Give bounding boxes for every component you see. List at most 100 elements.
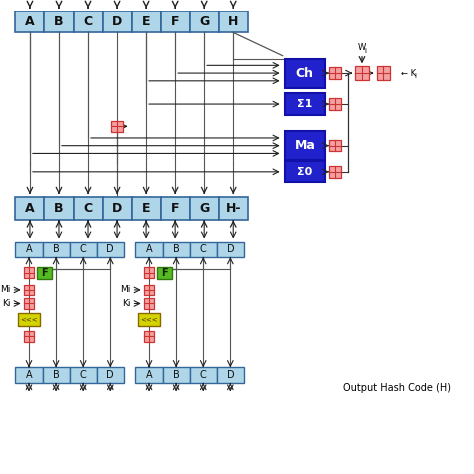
- Bar: [284, 131, 325, 160]
- Text: Σ0: Σ0: [297, 167, 312, 177]
- Bar: [157, 267, 172, 279]
- Text: B: B: [53, 244, 59, 254]
- Text: Ki: Ki: [2, 299, 10, 308]
- Text: D: D: [227, 370, 234, 380]
- Bar: [16, 367, 43, 383]
- Text: C: C: [83, 202, 92, 215]
- Text: B: B: [54, 202, 64, 215]
- Bar: [73, 11, 102, 32]
- Text: Output Hash Code (H): Output Hash Code (H): [343, 383, 451, 392]
- Bar: [102, 197, 132, 220]
- Bar: [36, 267, 52, 279]
- Bar: [163, 242, 190, 257]
- Bar: [161, 197, 190, 220]
- Bar: [73, 197, 102, 220]
- Bar: [97, 367, 124, 383]
- Bar: [329, 98, 341, 110]
- Bar: [45, 11, 73, 32]
- Bar: [190, 197, 219, 220]
- Text: C: C: [200, 244, 207, 254]
- Text: i: i: [365, 48, 367, 54]
- Text: B: B: [173, 370, 180, 380]
- Text: B: B: [54, 15, 64, 28]
- Bar: [144, 331, 155, 342]
- Bar: [18, 313, 40, 326]
- Bar: [97, 242, 124, 257]
- Bar: [284, 93, 325, 115]
- Bar: [217, 367, 244, 383]
- Bar: [132, 11, 161, 32]
- Bar: [329, 67, 341, 79]
- Bar: [190, 242, 217, 257]
- Bar: [138, 313, 160, 326]
- Text: D: D: [112, 202, 122, 215]
- Text: A: A: [146, 244, 152, 254]
- Text: D: D: [107, 244, 114, 254]
- Bar: [70, 367, 97, 383]
- Bar: [111, 120, 123, 132]
- Text: B: B: [173, 244, 180, 254]
- Bar: [45, 197, 73, 220]
- Text: F: F: [171, 202, 179, 215]
- Text: D: D: [112, 15, 122, 28]
- Bar: [24, 267, 34, 278]
- Text: i: i: [414, 73, 416, 79]
- Text: F: F: [171, 15, 179, 28]
- Bar: [24, 331, 34, 342]
- Bar: [329, 140, 341, 152]
- Text: Ma: Ma: [294, 139, 315, 152]
- Text: Σ1: Σ1: [297, 99, 312, 109]
- Bar: [16, 11, 45, 32]
- Text: <<<: <<<: [20, 316, 38, 322]
- Bar: [284, 161, 325, 182]
- Bar: [24, 284, 34, 295]
- Text: E: E: [142, 202, 150, 215]
- Bar: [43, 367, 70, 383]
- Bar: [144, 284, 155, 295]
- Text: <<<: <<<: [140, 316, 158, 322]
- Text: D: D: [107, 370, 114, 380]
- Bar: [284, 59, 325, 88]
- Bar: [376, 66, 390, 80]
- Bar: [329, 166, 341, 178]
- Text: D: D: [227, 244, 234, 254]
- Bar: [70, 242, 97, 257]
- Text: C: C: [80, 244, 87, 254]
- Bar: [24, 298, 34, 309]
- Text: Mi: Mi: [0, 285, 10, 294]
- Text: Mi: Mi: [120, 285, 131, 294]
- Text: A: A: [146, 370, 152, 380]
- Bar: [102, 11, 132, 32]
- Text: G: G: [199, 202, 210, 215]
- Bar: [144, 267, 155, 278]
- Text: A: A: [25, 202, 35, 215]
- Bar: [132, 197, 161, 220]
- Text: A: A: [25, 15, 35, 28]
- Bar: [217, 242, 244, 257]
- Text: W: W: [358, 44, 366, 53]
- Text: C: C: [83, 15, 92, 28]
- Text: Ch: Ch: [296, 66, 314, 80]
- Bar: [355, 66, 369, 80]
- Text: F: F: [161, 267, 168, 277]
- Bar: [163, 367, 190, 383]
- Text: E: E: [142, 15, 150, 28]
- Text: A: A: [26, 370, 32, 380]
- Text: H: H: [228, 15, 238, 28]
- Bar: [144, 298, 155, 309]
- Bar: [43, 242, 70, 257]
- Bar: [219, 197, 248, 220]
- Text: A: A: [26, 244, 32, 254]
- Bar: [16, 242, 43, 257]
- Text: B: B: [53, 370, 59, 380]
- Text: H-: H-: [226, 202, 241, 215]
- Bar: [161, 11, 190, 32]
- Text: C: C: [80, 370, 87, 380]
- Bar: [16, 197, 45, 220]
- Bar: [190, 11, 219, 32]
- Text: F: F: [41, 267, 48, 277]
- Text: Ki: Ki: [122, 299, 131, 308]
- Bar: [219, 11, 248, 32]
- Bar: [190, 367, 217, 383]
- Text: ← K: ← K: [401, 69, 416, 78]
